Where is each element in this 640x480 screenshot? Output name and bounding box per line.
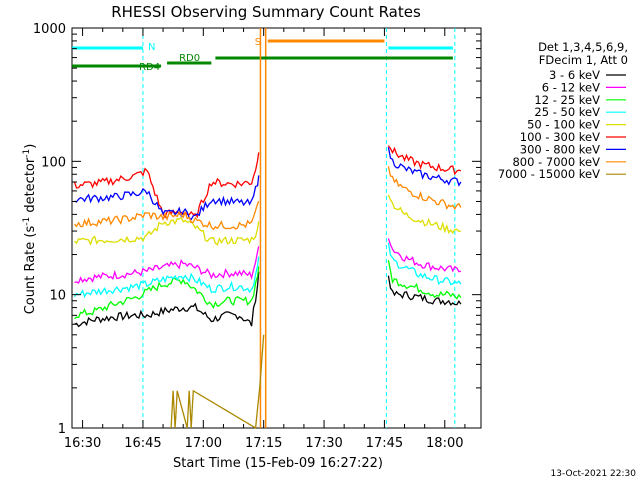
series-line (74, 166, 462, 231)
y-tick-label: 1 (58, 422, 66, 437)
y-axis: 1 10 100 1000 (33, 22, 481, 437)
legend-header-line1: Det 1,3,4,5,6,9, (538, 40, 628, 54)
legend-entry-label: 50 - 100 keV (527, 118, 600, 132)
y-tick-label: 1000 (33, 22, 66, 37)
series-line (170, 334, 265, 430)
flag-label: RD4 (139, 62, 160, 73)
flag-label: N (148, 42, 155, 53)
series-line (74, 194, 461, 247)
x-tick-label: 17:00 (185, 436, 222, 451)
series-line (74, 260, 462, 320)
legend-entry-label: 100 - 300 keV (520, 130, 600, 144)
x-axis-label: Start Time (15-Feb-09 16:27:22) (173, 456, 383, 471)
flag-label: RD0 (179, 53, 200, 64)
x-tick-label: 17:45 (366, 436, 403, 451)
flag-bars: N RD0 RD4 S (72, 28, 453, 428)
flag-label: S (255, 37, 261, 48)
plot-frame (71, 27, 482, 429)
time-markers (142, 28, 456, 428)
timestamp-stamp: 13-Oct-2021 22:30 (551, 469, 637, 479)
legend-entry-label: 300 - 800 keV (520, 142, 600, 156)
x-tick-label: 16:45 (124, 436, 161, 451)
x-tick-label: 16:30 (64, 436, 101, 451)
series-lines (73, 145, 462, 430)
plot-area: N RD0 RD4 S (71, 27, 482, 430)
series-line (73, 242, 462, 298)
series-line (73, 145, 462, 219)
chart-title: RHESSI Observing Summary Count Rates (111, 3, 421, 21)
y-tick-label: 10 (49, 289, 66, 304)
x-tick-label: 17:30 (305, 436, 342, 451)
x-tick-label: 18:00 (426, 436, 463, 451)
legend-entry-label: 3 - 6 keV (549, 68, 600, 82)
series-line (74, 238, 462, 284)
legend-entry-label: 25 - 50 keV (534, 105, 600, 119)
series-line (74, 271, 462, 328)
legend-entry-label: 800 - 7000 keV (512, 155, 600, 169)
legend-entry-label: 6 - 12 keV (542, 80, 600, 94)
series-line (74, 147, 462, 221)
legend-header-line2: FDecim 1, Att 0 (539, 53, 628, 67)
y-tick-label: 100 (41, 155, 66, 170)
legend-entry-label: 7000 - 15000 keV (498, 167, 600, 181)
x-axis: 16:30 16:45 17:00 17:15 17:30 17:45 18:00 (64, 28, 466, 451)
legend: Det 1,3,4,5,6,9, FDecim 1, Att 0 3 - 6 k… (498, 40, 628, 181)
legend-entry-label: 12 - 25 keV (534, 93, 600, 107)
y-axis-label: Count Rate (s-1 detector-1) (22, 144, 38, 315)
x-tick-label: 17:15 (245, 436, 282, 451)
